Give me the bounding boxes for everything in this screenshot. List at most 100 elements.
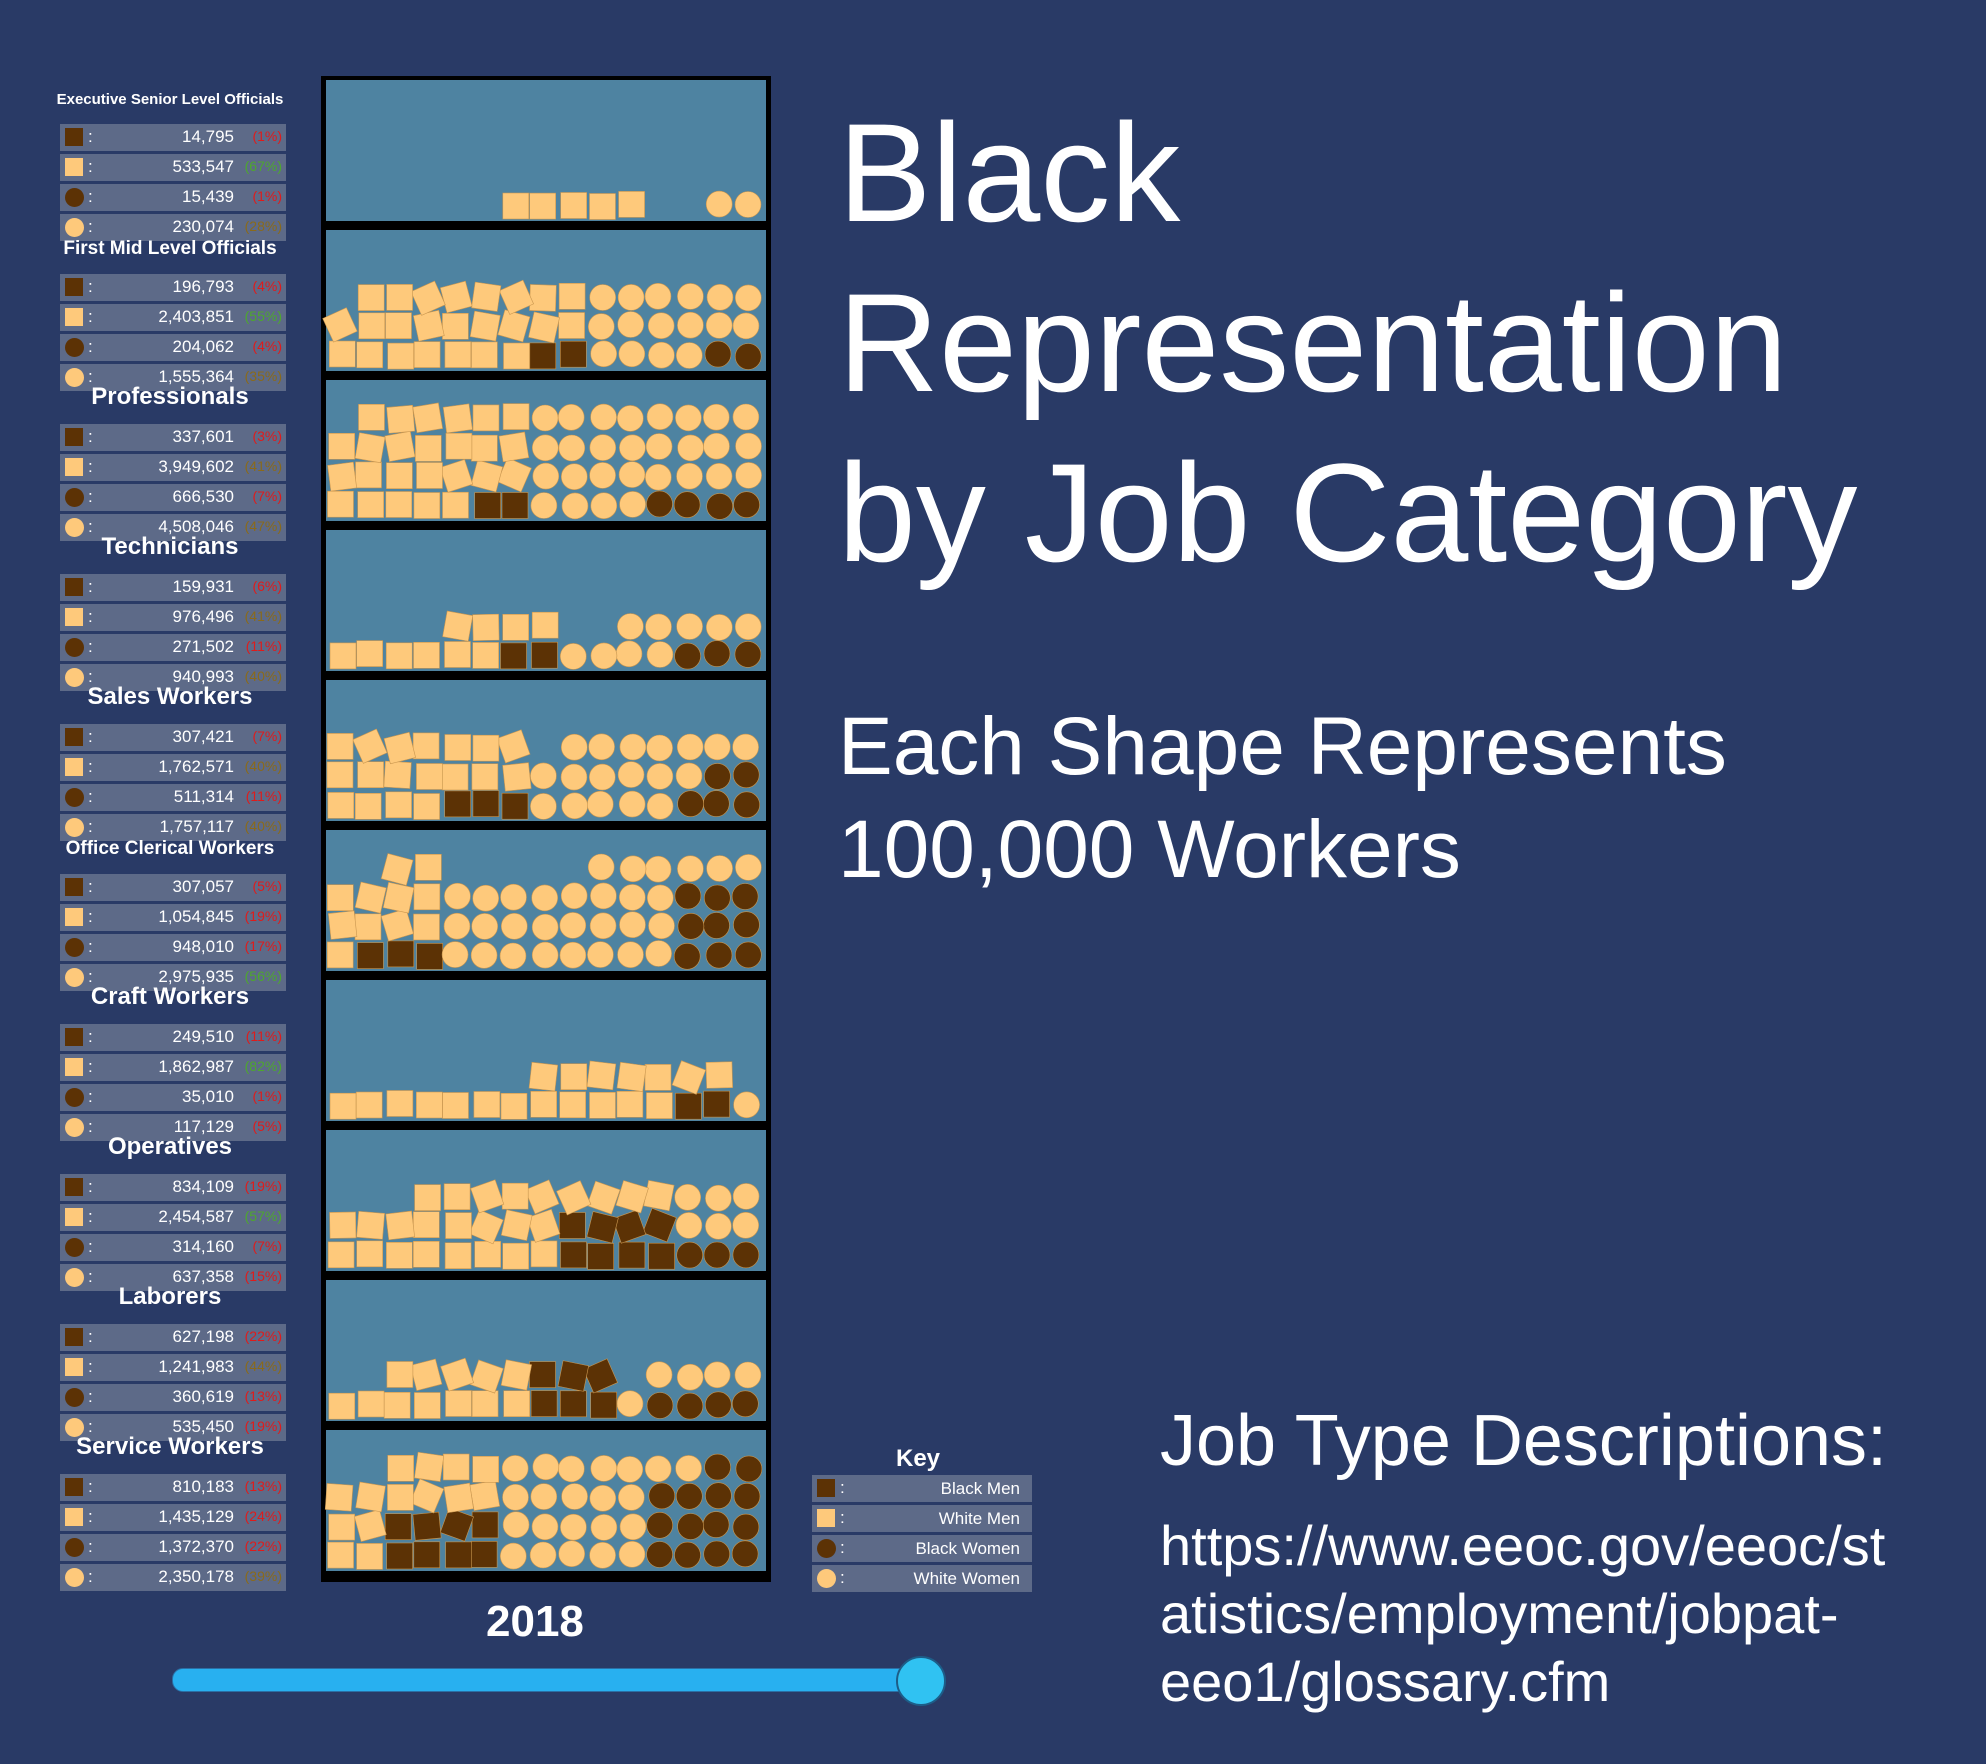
stat-count: 314,160 — [172, 1237, 234, 1256]
black-men-square — [387, 940, 415, 968]
black-women-circle — [732, 761, 760, 789]
black-men-square — [557, 1360, 589, 1392]
white-women-circle — [644, 283, 672, 310]
black-men-square — [501, 792, 529, 820]
black-men-square — [472, 790, 500, 817]
white-women-circle — [705, 1213, 732, 1240]
colon: : — [840, 1568, 845, 1587]
year-label: 2018 — [486, 1597, 584, 1646]
white-men-square — [328, 1392, 356, 1420]
stat-count: 1,762,571 — [158, 757, 234, 776]
white-men-square — [502, 613, 529, 641]
black-men-square — [357, 942, 384, 969]
white-men-square — [412, 402, 443, 434]
colon: : — [88, 1027, 93, 1046]
black-men-square — [586, 1211, 619, 1244]
black-men-square — [648, 1242, 675, 1270]
white-women-circle — [732, 312, 760, 340]
white-men-square — [472, 404, 500, 432]
category-stats: Professionals: 337,601 (3%): 3,949,602 (41%)… — [55, 383, 286, 541]
stat-percent: (24%) — [244, 1508, 282, 1524]
white-men-square — [443, 1482, 474, 1514]
white-men-square — [444, 1242, 472, 1269]
white-men-square — [618, 191, 645, 218]
stat-percent: (3%) — [252, 428, 282, 444]
square-icon — [65, 1028, 83, 1046]
white-men-square — [355, 1481, 386, 1513]
stat-percent: (57%) — [244, 1208, 282, 1224]
white-women-circle — [616, 405, 644, 432]
white-women-circle — [735, 462, 762, 489]
year-slider-track[interactable] — [172, 1668, 924, 1692]
stat-count: 1,435,129 — [158, 1507, 234, 1526]
white-men-square — [357, 1390, 385, 1418]
circle-icon — [65, 338, 84, 357]
white-women-circle — [619, 491, 646, 518]
stat-count: 940,993 — [172, 667, 234, 686]
black-women-circle — [705, 941, 733, 969]
colon: : — [88, 1177, 93, 1196]
white-men-square — [353, 1509, 387, 1542]
circle-icon — [65, 488, 84, 507]
black-men-square — [590, 1391, 618, 1419]
square-icon — [65, 908, 83, 926]
white-women-circle — [676, 613, 703, 640]
white-men-square — [415, 435, 442, 462]
colon: : — [88, 157, 93, 176]
category-bin — [326, 1130, 766, 1271]
white-men-square — [409, 1478, 445, 1514]
stat-count: 2,350,178 — [158, 1567, 234, 1586]
white-men-square — [387, 1455, 414, 1482]
black-women-circle — [646, 1512, 674, 1539]
white-women-circle — [500, 1542, 527, 1570]
black-women-circle — [673, 942, 701, 970]
circle-icon — [65, 218, 84, 237]
stat-row-black-women: : 314,160 (7%) — [60, 1234, 286, 1261]
white-men-square — [496, 457, 532, 493]
black-men-square — [416, 943, 443, 970]
white-men-square — [386, 1090, 414, 1117]
white-men-square — [528, 1061, 559, 1092]
white-women-circle — [558, 434, 586, 462]
stat-percent: (7%) — [252, 728, 282, 744]
white-men-square — [413, 913, 440, 941]
stat-percent: (6%) — [252, 578, 282, 594]
white-men-square — [357, 761, 384, 789]
category-bin — [326, 380, 766, 521]
stat-row-black-men: : 810,183 (13%) — [60, 1474, 286, 1501]
black-women-circle — [702, 1511, 730, 1538]
white-men-square — [556, 1180, 592, 1216]
colon: : — [88, 517, 93, 536]
white-men-square — [471, 434, 498, 462]
black-men-square — [529, 1361, 556, 1388]
category-stats: Sales Workers: 307,421 (7%): 1,762,571 (40%)… — [55, 683, 286, 841]
stat-count: 249,510 — [172, 1027, 234, 1046]
stat-row-white-women: : 940,993 (40%) — [60, 664, 286, 691]
category-bin — [326, 1280, 766, 1421]
stat-count: 666,530 — [172, 487, 234, 506]
job-desc-url[interactable]: https://www.eeoc.gov/eeoc/st atistics/em… — [1160, 1512, 1960, 1716]
white-women-circle — [561, 792, 589, 820]
white-women-circle — [677, 311, 704, 339]
white-men-square — [386, 462, 413, 490]
white-men-square — [327, 884, 354, 912]
white-men-square — [354, 792, 382, 820]
white-men-square — [382, 881, 415, 914]
category-title: Sales Workers — [87, 683, 253, 710]
colon: : — [88, 1357, 93, 1376]
white-women-circle — [558, 1540, 585, 1567]
stat-percent: (28%) — [244, 218, 282, 234]
white-women-circle — [502, 1484, 529, 1511]
year-slider-thumb[interactable] — [896, 1656, 946, 1706]
black-women-circle — [677, 912, 705, 940]
white-women-circle — [559, 941, 587, 969]
white-men-square — [589, 193, 616, 220]
colon: : — [88, 937, 93, 956]
white-women-circle — [732, 403, 760, 431]
white-women-circle — [732, 1183, 760, 1210]
colon: : — [88, 877, 93, 896]
black-women-circle — [676, 1241, 704, 1269]
stat-percent: (55%) — [244, 308, 282, 324]
key-label: Black Men — [940, 1479, 1020, 1498]
title-line: Representation — [838, 264, 1788, 421]
